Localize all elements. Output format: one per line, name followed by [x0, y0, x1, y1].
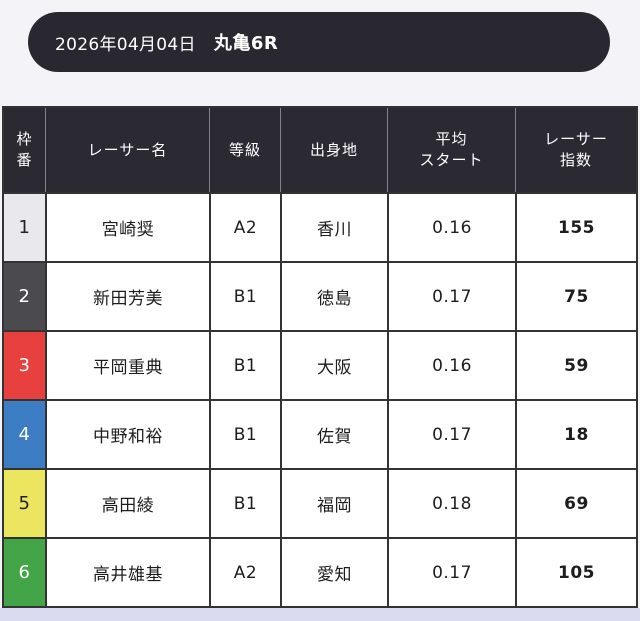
- racer-avg-start-cell: 0.17: [387, 263, 515, 330]
- racer-grade-cell: B1: [209, 263, 280, 330]
- col-header-grade: 等級: [209, 108, 280, 192]
- racer-index-cell: 155: [515, 194, 636, 261]
- racer-name-cell: 高田綾: [45, 470, 209, 537]
- racer-name-cell: 中野和裕: [45, 401, 209, 468]
- racer-origin-cell: 愛知: [280, 539, 387, 606]
- racer-avg-start-cell: 0.16: [387, 332, 515, 399]
- racer-grade-cell: A2: [209, 194, 280, 261]
- frame-number-cell: 2: [4, 263, 45, 330]
- col-header-racer-index: レーサー 指数: [515, 108, 636, 192]
- frame-number-cell: 5: [4, 470, 45, 537]
- racer-index-cell: 69: [515, 470, 636, 537]
- race-name: 丸亀6R: [213, 33, 279, 54]
- racer-avg-start-cell: 0.17: [387, 539, 515, 606]
- table-body: 1 宮崎奨 A2 香川 0.16 155 2 新田芳美 B1 徳島 0.17 7…: [4, 192, 636, 606]
- col-header-avg-start-line2: スタート: [419, 151, 484, 169]
- racer-row-4: 4 中野和裕 B1 佐賀 0.17 18: [4, 399, 636, 468]
- racer-table: 枠 番 レーサー名 等級 出身地 平均 スタート レーサー 指数 1 宮崎奨 A…: [2, 106, 638, 608]
- racer-row-1: 1 宮崎奨 A2 香川 0.16 155: [4, 192, 636, 261]
- col-header-avg-start-line1: 平均: [435, 130, 468, 148]
- col-header-origin: 出身地: [280, 108, 387, 192]
- race-title-bar: 2026年04月04日 丸亀6R: [28, 12, 610, 72]
- racer-index-cell: 105: [515, 539, 636, 606]
- racer-grade-cell: B1: [209, 401, 280, 468]
- racer-origin-cell: 徳島: [280, 263, 387, 330]
- col-header-avg-start: 平均 スタート: [387, 108, 515, 192]
- racer-avg-start-cell: 0.17: [387, 401, 515, 468]
- racer-grade-cell: B1: [209, 470, 280, 537]
- col-header-frame-line1: 枠: [16, 130, 33, 148]
- racer-name-cell: 平岡重典: [45, 332, 209, 399]
- col-header-frame: 枠 番: [4, 108, 45, 192]
- racer-index-cell: 59: [515, 332, 636, 399]
- racer-name-cell: 宮崎奨: [45, 194, 209, 261]
- racer-row-5: 5 高田綾 B1 福岡 0.18 69: [4, 468, 636, 537]
- racer-grade-cell: B1: [209, 332, 280, 399]
- race-date: 2026年04月04日: [55, 34, 196, 55]
- racer-grade-cell: A2: [209, 539, 280, 606]
- col-header-racer-index-line1: レーサー: [544, 130, 608, 148]
- racer-row-2: 2 新田芳美 B1 徳島 0.17 75: [4, 261, 636, 330]
- racer-avg-start-cell: 0.18: [387, 470, 515, 537]
- racer-row-3: 3 平岡重典 B1 大阪 0.16 59: [4, 330, 636, 399]
- racer-name-cell: 新田芳美: [45, 263, 209, 330]
- frame-number-cell: 6: [4, 539, 45, 606]
- racer-origin-cell: 大阪: [280, 332, 387, 399]
- col-header-frame-line2: 番: [16, 151, 33, 169]
- frame-number-cell: 4: [4, 401, 45, 468]
- racer-index-cell: 75: [515, 263, 636, 330]
- racer-name-cell: 高井雄基: [45, 539, 209, 606]
- racer-origin-cell: 香川: [280, 194, 387, 261]
- table-header-row: 枠 番 レーサー名 等級 出身地 平均 スタート レーサー 指数: [4, 108, 636, 192]
- racer-avg-start-cell: 0.16: [387, 194, 515, 261]
- racer-origin-cell: 佐賀: [280, 401, 387, 468]
- footer-strip: [0, 608, 640, 621]
- col-header-racer-name: レーサー名: [45, 108, 209, 192]
- racer-origin-cell: 福岡: [280, 470, 387, 537]
- frame-number-cell: 1: [4, 194, 45, 261]
- racer-index-cell: 18: [515, 401, 636, 468]
- racer-row-6: 6 高井雄基 A2 愛知 0.17 105: [4, 537, 636, 606]
- frame-number-cell: 3: [4, 332, 45, 399]
- col-header-racer-index-line2: 指数: [559, 151, 592, 169]
